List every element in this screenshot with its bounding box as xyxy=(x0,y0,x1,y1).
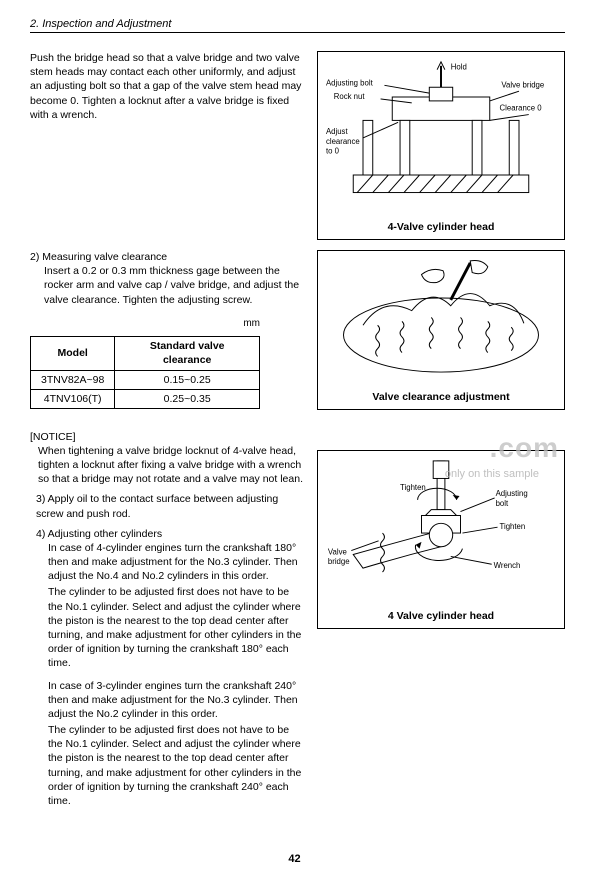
clearance-table: Model Standard valve clearance 3TNV82A~9… xyxy=(30,336,260,409)
figure-1: Hold Adjusting bolt Ro xyxy=(317,51,565,240)
figure-2-caption: Valve clearance adjustment xyxy=(324,391,558,403)
svg-text:to 0: to 0 xyxy=(326,147,340,156)
table-unit: mm xyxy=(30,317,260,331)
table-row: 4TNV106(T) 0.25~0.35 xyxy=(31,389,260,408)
th-clearance: Standard valve clearance xyxy=(115,337,260,370)
page-number: 42 xyxy=(0,853,589,865)
label-tighten2: Tighten xyxy=(500,522,526,531)
label-hold: Hold xyxy=(451,63,467,72)
svg-text:bridge: bridge xyxy=(328,557,350,566)
table-row: 3TNV82A~98 0.15~0.25 xyxy=(31,370,260,389)
th-model: Model xyxy=(31,337,115,370)
step-2-body: Insert a 0.2 or 0.3 mm thickness gage be… xyxy=(30,264,305,307)
figure-1-caption: 4-Valve cylinder head xyxy=(324,221,558,233)
table-header-row: Model Standard valve clearance xyxy=(31,337,260,370)
notice-label: [NOTICE] xyxy=(30,430,305,444)
figure-3: Tighten Adjusting bolt Tighten Valve bri… xyxy=(317,450,565,629)
notice-body: When tightening a valve bridge locknut o… xyxy=(30,444,305,487)
step-2-title: 2) Measuring valve clearance xyxy=(30,250,305,264)
label-valve-bridge: Valve bridge xyxy=(501,80,544,89)
clearance-adjustment-diagram xyxy=(324,257,558,384)
label-adj-bolt: Adjusting bolt xyxy=(326,78,374,87)
row-3: [NOTICE] When tightening a valve bridge … xyxy=(30,420,565,808)
step-4-p1: In case of 4-cylinder engines turn the c… xyxy=(36,541,305,584)
tighten-diagram: Tighten Adjusting bolt Tighten Valve bri… xyxy=(324,457,558,603)
step-4-p3: In case of 3-cylinder engines turn the c… xyxy=(36,679,305,722)
valve-head-diagram: Hold Adjusting bolt Ro xyxy=(324,58,558,214)
svg-text:clearance: clearance xyxy=(326,137,360,146)
step-3: 3) Apply oil to the contact surface betw… xyxy=(30,492,305,520)
row-1: Push the bridge head so that a valve bri… xyxy=(30,51,565,250)
label-adj-bolt3: Adjusting xyxy=(496,489,528,498)
step-4-title: 4) Adjusting other cylinders xyxy=(36,527,305,541)
step-4-p4: The cylinder to be adjusted first does n… xyxy=(36,723,305,808)
label-tighten: Tighten xyxy=(400,483,426,492)
svg-text:Valve: Valve xyxy=(328,547,347,556)
row-2: 2) Measuring valve clearance Insert a 0.… xyxy=(30,250,565,420)
label-adj-clear1: Adjust xyxy=(326,127,349,136)
figure-3-caption: 4 Valve cylinder head xyxy=(324,610,558,622)
label-clearance0: Clearance 0 xyxy=(500,104,543,113)
svg-text:bolt: bolt xyxy=(496,499,509,508)
section-header: 2. Inspection and Adjustment xyxy=(30,18,565,33)
label-rock-nut: Rock nut xyxy=(334,92,366,101)
figure-2: Valve clearance adjustment xyxy=(317,250,565,410)
step-4-p2: The cylinder to be adjusted first does n… xyxy=(36,585,305,670)
label-wrench: Wrench xyxy=(494,561,521,570)
para-1: Push the bridge head so that a valve bri… xyxy=(30,51,305,250)
